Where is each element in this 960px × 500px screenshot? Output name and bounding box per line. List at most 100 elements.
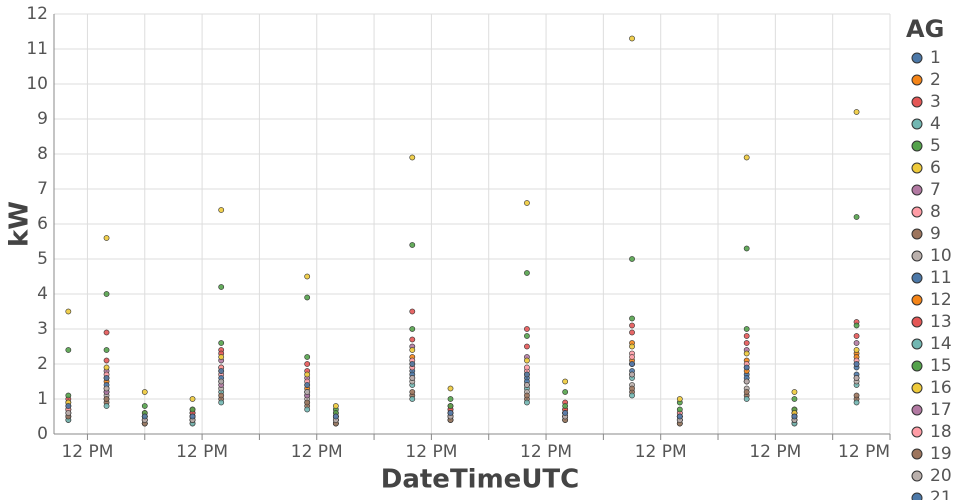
legend-label: 14	[930, 334, 952, 354]
point	[409, 336, 416, 343]
legend-label: 3	[930, 92, 941, 112]
legend-swatch	[911, 140, 923, 152]
x-tick-label: 12 PM	[635, 442, 687, 462]
point	[853, 347, 860, 353]
point	[524, 364, 530, 371]
point	[743, 245, 750, 252]
point	[304, 382, 311, 388]
x-tick-label: 12 PM	[176, 442, 228, 462]
point	[65, 403, 72, 409]
legend-label: 8	[930, 202, 941, 222]
x-tick-label: 12 PM	[838, 442, 890, 462]
point	[65, 347, 72, 353]
y-tick-label: 1	[37, 389, 48, 409]
point	[304, 399, 311, 406]
legend-label: 19	[930, 444, 952, 464]
point	[676, 413, 683, 420]
y-tick-label: 0	[37, 424, 48, 444]
legend-swatch	[911, 206, 923, 218]
point	[65, 410, 72, 416]
y-tick-label: 10	[26, 74, 48, 94]
point	[853, 322, 860, 329]
point	[629, 361, 635, 367]
legend-swatch	[911, 470, 923, 482]
legend-swatch	[911, 404, 923, 416]
point	[743, 364, 750, 371]
point	[629, 322, 635, 329]
point	[524, 343, 530, 350]
x-tick-label: 12 PM	[520, 442, 572, 462]
legend-title: AG	[906, 15, 944, 43]
point	[103, 403, 110, 409]
point	[791, 396, 798, 402]
point	[304, 273, 311, 280]
legend-label: 21	[930, 488, 952, 500]
point	[629, 371, 635, 378]
y-axis-title: kW	[5, 201, 35, 247]
x-tick-label: 12 PM	[61, 442, 113, 462]
point	[791, 413, 798, 420]
point	[743, 340, 750, 346]
point	[332, 413, 339, 420]
point	[629, 385, 635, 392]
point	[304, 389, 311, 395]
point	[103, 329, 110, 336]
point	[409, 347, 416, 353]
point	[218, 378, 225, 385]
point	[218, 207, 225, 213]
legend-label: 16	[930, 378, 952, 398]
point	[524, 371, 530, 378]
y-tick-label: 5	[37, 249, 48, 269]
legend-swatch	[911, 228, 923, 240]
legend-swatch	[911, 74, 923, 86]
legend-label: 15	[930, 356, 952, 376]
point	[524, 392, 530, 399]
legend-label: 4	[930, 114, 941, 134]
point	[189, 406, 196, 413]
point	[332, 403, 339, 409]
point	[218, 340, 225, 346]
legend-label: 10	[930, 246, 952, 266]
point	[676, 396, 683, 402]
point	[189, 413, 196, 420]
point	[141, 389, 148, 395]
legend-swatch	[911, 294, 923, 306]
point	[218, 284, 225, 290]
legend-label: 7	[930, 180, 941, 200]
legend-swatch	[911, 162, 923, 174]
x-tick-label: 12 PM	[291, 442, 343, 462]
point	[562, 410, 569, 416]
point	[218, 368, 225, 374]
legend-swatch	[911, 272, 923, 284]
point	[524, 200, 530, 206]
point	[853, 361, 860, 367]
y-tick-label: 4	[37, 284, 48, 304]
point	[141, 403, 148, 409]
y-tick-label: 2	[37, 354, 48, 374]
point	[409, 361, 416, 367]
point	[447, 396, 454, 402]
legend-swatch	[911, 316, 923, 328]
legend-label: 13	[930, 312, 952, 332]
point	[189, 396, 196, 402]
point	[103, 375, 110, 381]
point	[141, 413, 148, 420]
legend-label: 5	[930, 136, 941, 156]
point	[409, 375, 416, 381]
point	[409, 326, 416, 332]
point	[103, 291, 110, 297]
point	[743, 333, 750, 339]
point	[218, 354, 225, 360]
point	[65, 308, 72, 315]
y-tick-label: 7	[37, 179, 48, 199]
point	[629, 35, 635, 42]
point	[409, 396, 416, 402]
x-tick-label: 12 PM	[405, 442, 457, 462]
point	[791, 389, 798, 395]
point	[629, 354, 635, 360]
point	[304, 406, 311, 413]
point	[304, 361, 311, 367]
point	[447, 403, 454, 409]
point	[103, 347, 110, 353]
